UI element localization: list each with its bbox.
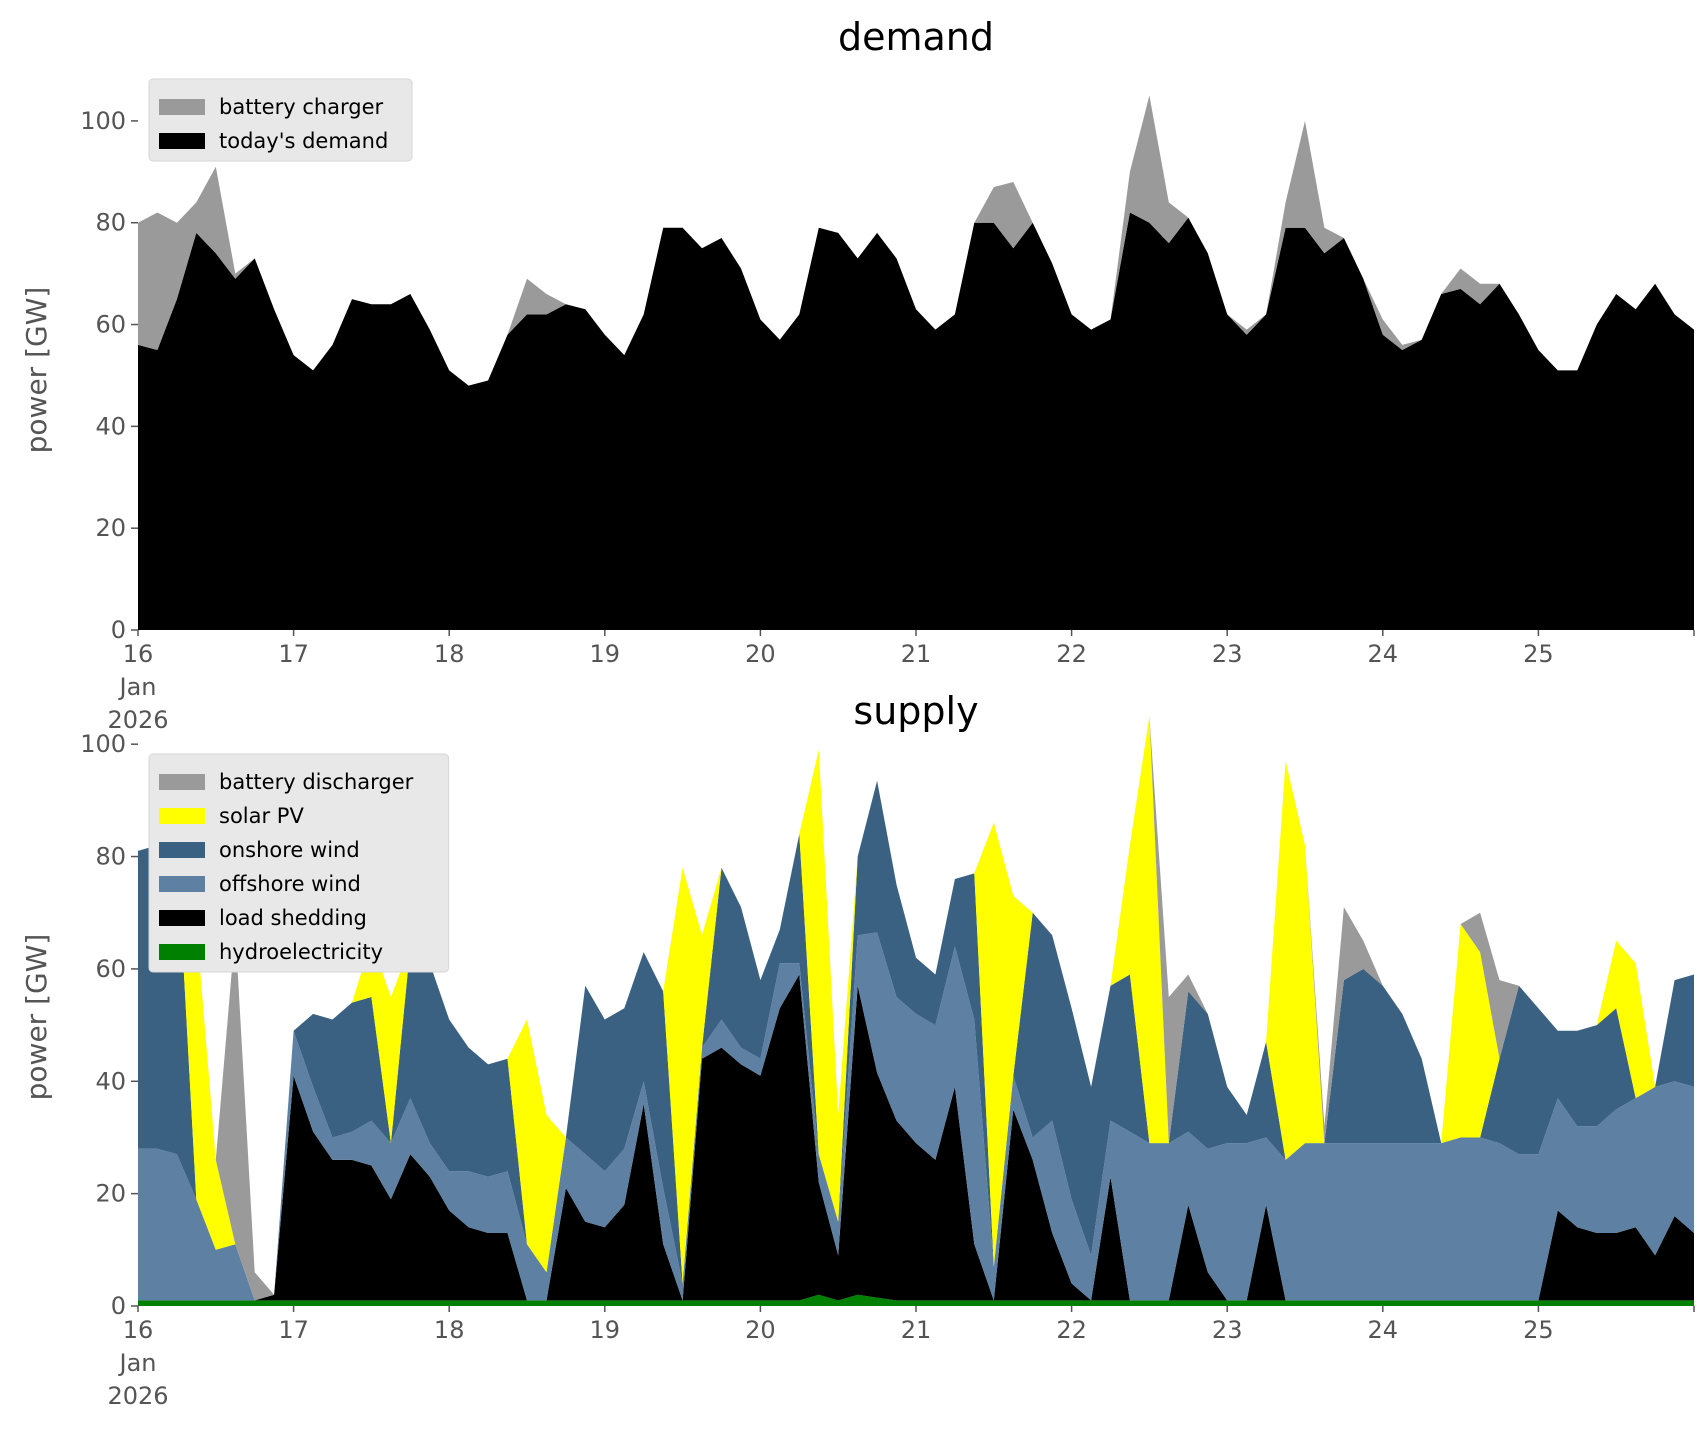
y-tick-label: 80: [95, 843, 126, 871]
x-tick-label: 24: [1368, 640, 1399, 668]
demand-panel: demand power [GW] 0 20 40 60 80 100 16 Jan 2026 17 1…: [20, 15, 1695, 734]
x-tick-label: 24: [1368, 1316, 1399, 1344]
legend: battery charger today's demand: [148, 78, 413, 162]
area-solar-pv: [138, 716, 1694, 1301]
legend-swatch-battery-discharger: [159, 774, 205, 790]
y-tick-label: 0: [111, 616, 126, 644]
chart-title: demand: [838, 15, 994, 59]
x-tick-label: Jan: [118, 673, 157, 701]
legend-swatch-offshore-wind: [159, 876, 205, 892]
legend-label-battery-discharger: battery discharger: [219, 770, 414, 794]
x-tick-label: 16: [123, 1316, 154, 1344]
supply-panel: supply power [GW] 0 20 40 60 80 100 16 Jan 2026 17 1…: [20, 689, 1695, 1410]
x-tick-label: 19: [590, 1316, 621, 1344]
area-series-group: [138, 716, 1694, 1306]
y-tick-label: 100: [80, 730, 126, 758]
y-tick-label: 100: [80, 107, 126, 135]
legend-label-hydroelectricity: hydroelectricity: [219, 940, 383, 964]
area-battery-charger: [138, 95, 1694, 386]
legend-swatch-onshore-wind: [159, 842, 205, 858]
x-tick-label: 25: [1523, 640, 1554, 668]
x-tick-label: 25: [1523, 1316, 1554, 1344]
x-tick-label: 17: [278, 640, 309, 668]
legend-label-offshore-wind: offshore wind: [219, 872, 361, 896]
x-tick-label: 16: [123, 640, 154, 668]
y-tick-label: 0: [111, 1292, 126, 1320]
legend-box: [148, 78, 413, 162]
x-tick-label: 23: [1212, 1316, 1243, 1344]
legend: battery discharger solar PV onshore wind of…: [148, 753, 450, 973]
legend-label-solar-pv: solar PV: [219, 804, 304, 828]
y-tick-label: 40: [95, 1067, 126, 1095]
x-tick-label: 17: [278, 1316, 309, 1344]
y-axis-label: power [GW]: [20, 287, 53, 454]
x-tick-label: 22: [1056, 1316, 1087, 1344]
x-tick-label: 2026: [107, 1382, 168, 1410]
legend-label-today-s-demand: today's demand: [219, 129, 388, 153]
x-tick-label: 23: [1212, 640, 1243, 668]
x-tick-label: Jan: [118, 1349, 157, 1377]
area-series-group: [138, 95, 1694, 630]
x-tick-label: 19: [590, 640, 621, 668]
y-tick-label: 20: [95, 514, 126, 542]
y-tick-label: 60: [95, 311, 126, 339]
legend-swatch-hydroelectricity: [159, 944, 205, 960]
x-tick-label: 18: [434, 1316, 465, 1344]
area-offshore-wind: [138, 932, 1694, 1301]
x-tick-label: 21: [901, 1316, 932, 1344]
x-tick-label: 22: [1056, 640, 1087, 668]
legend-label-battery-charger: battery charger: [219, 95, 384, 119]
y-tick-label: 20: [95, 1180, 126, 1208]
area-onshore-wind: [138, 780, 1694, 1301]
x-tick-label: 20: [745, 640, 776, 668]
y-tick-label: 40: [95, 412, 126, 440]
legend-label-load-shedding: load shedding: [219, 906, 367, 930]
x-tick-label: 18: [434, 640, 465, 668]
area-today-s-demand: [138, 212, 1694, 630]
legend-box: [148, 753, 450, 973]
legend-label-onshore-wind: onshore wind: [219, 838, 360, 862]
x-tick-label: 20: [745, 1316, 776, 1344]
legend-swatch-solar-pv: [159, 808, 205, 824]
area-load-shedding: [138, 974, 1694, 1301]
legend-swatch-load-shedding: [159, 910, 205, 926]
x-tick-label: 21: [901, 640, 932, 668]
x-tick-label: 2026: [107, 706, 168, 734]
legend-swatch-battery-charger: [159, 99, 205, 115]
y-tick-label: 60: [95, 955, 126, 983]
legend-swatch-today-s-demand: [159, 133, 205, 149]
y-axis-label: power [GW]: [20, 934, 53, 1101]
chart-title: supply: [853, 689, 978, 733]
y-tick-label: 80: [95, 209, 126, 237]
